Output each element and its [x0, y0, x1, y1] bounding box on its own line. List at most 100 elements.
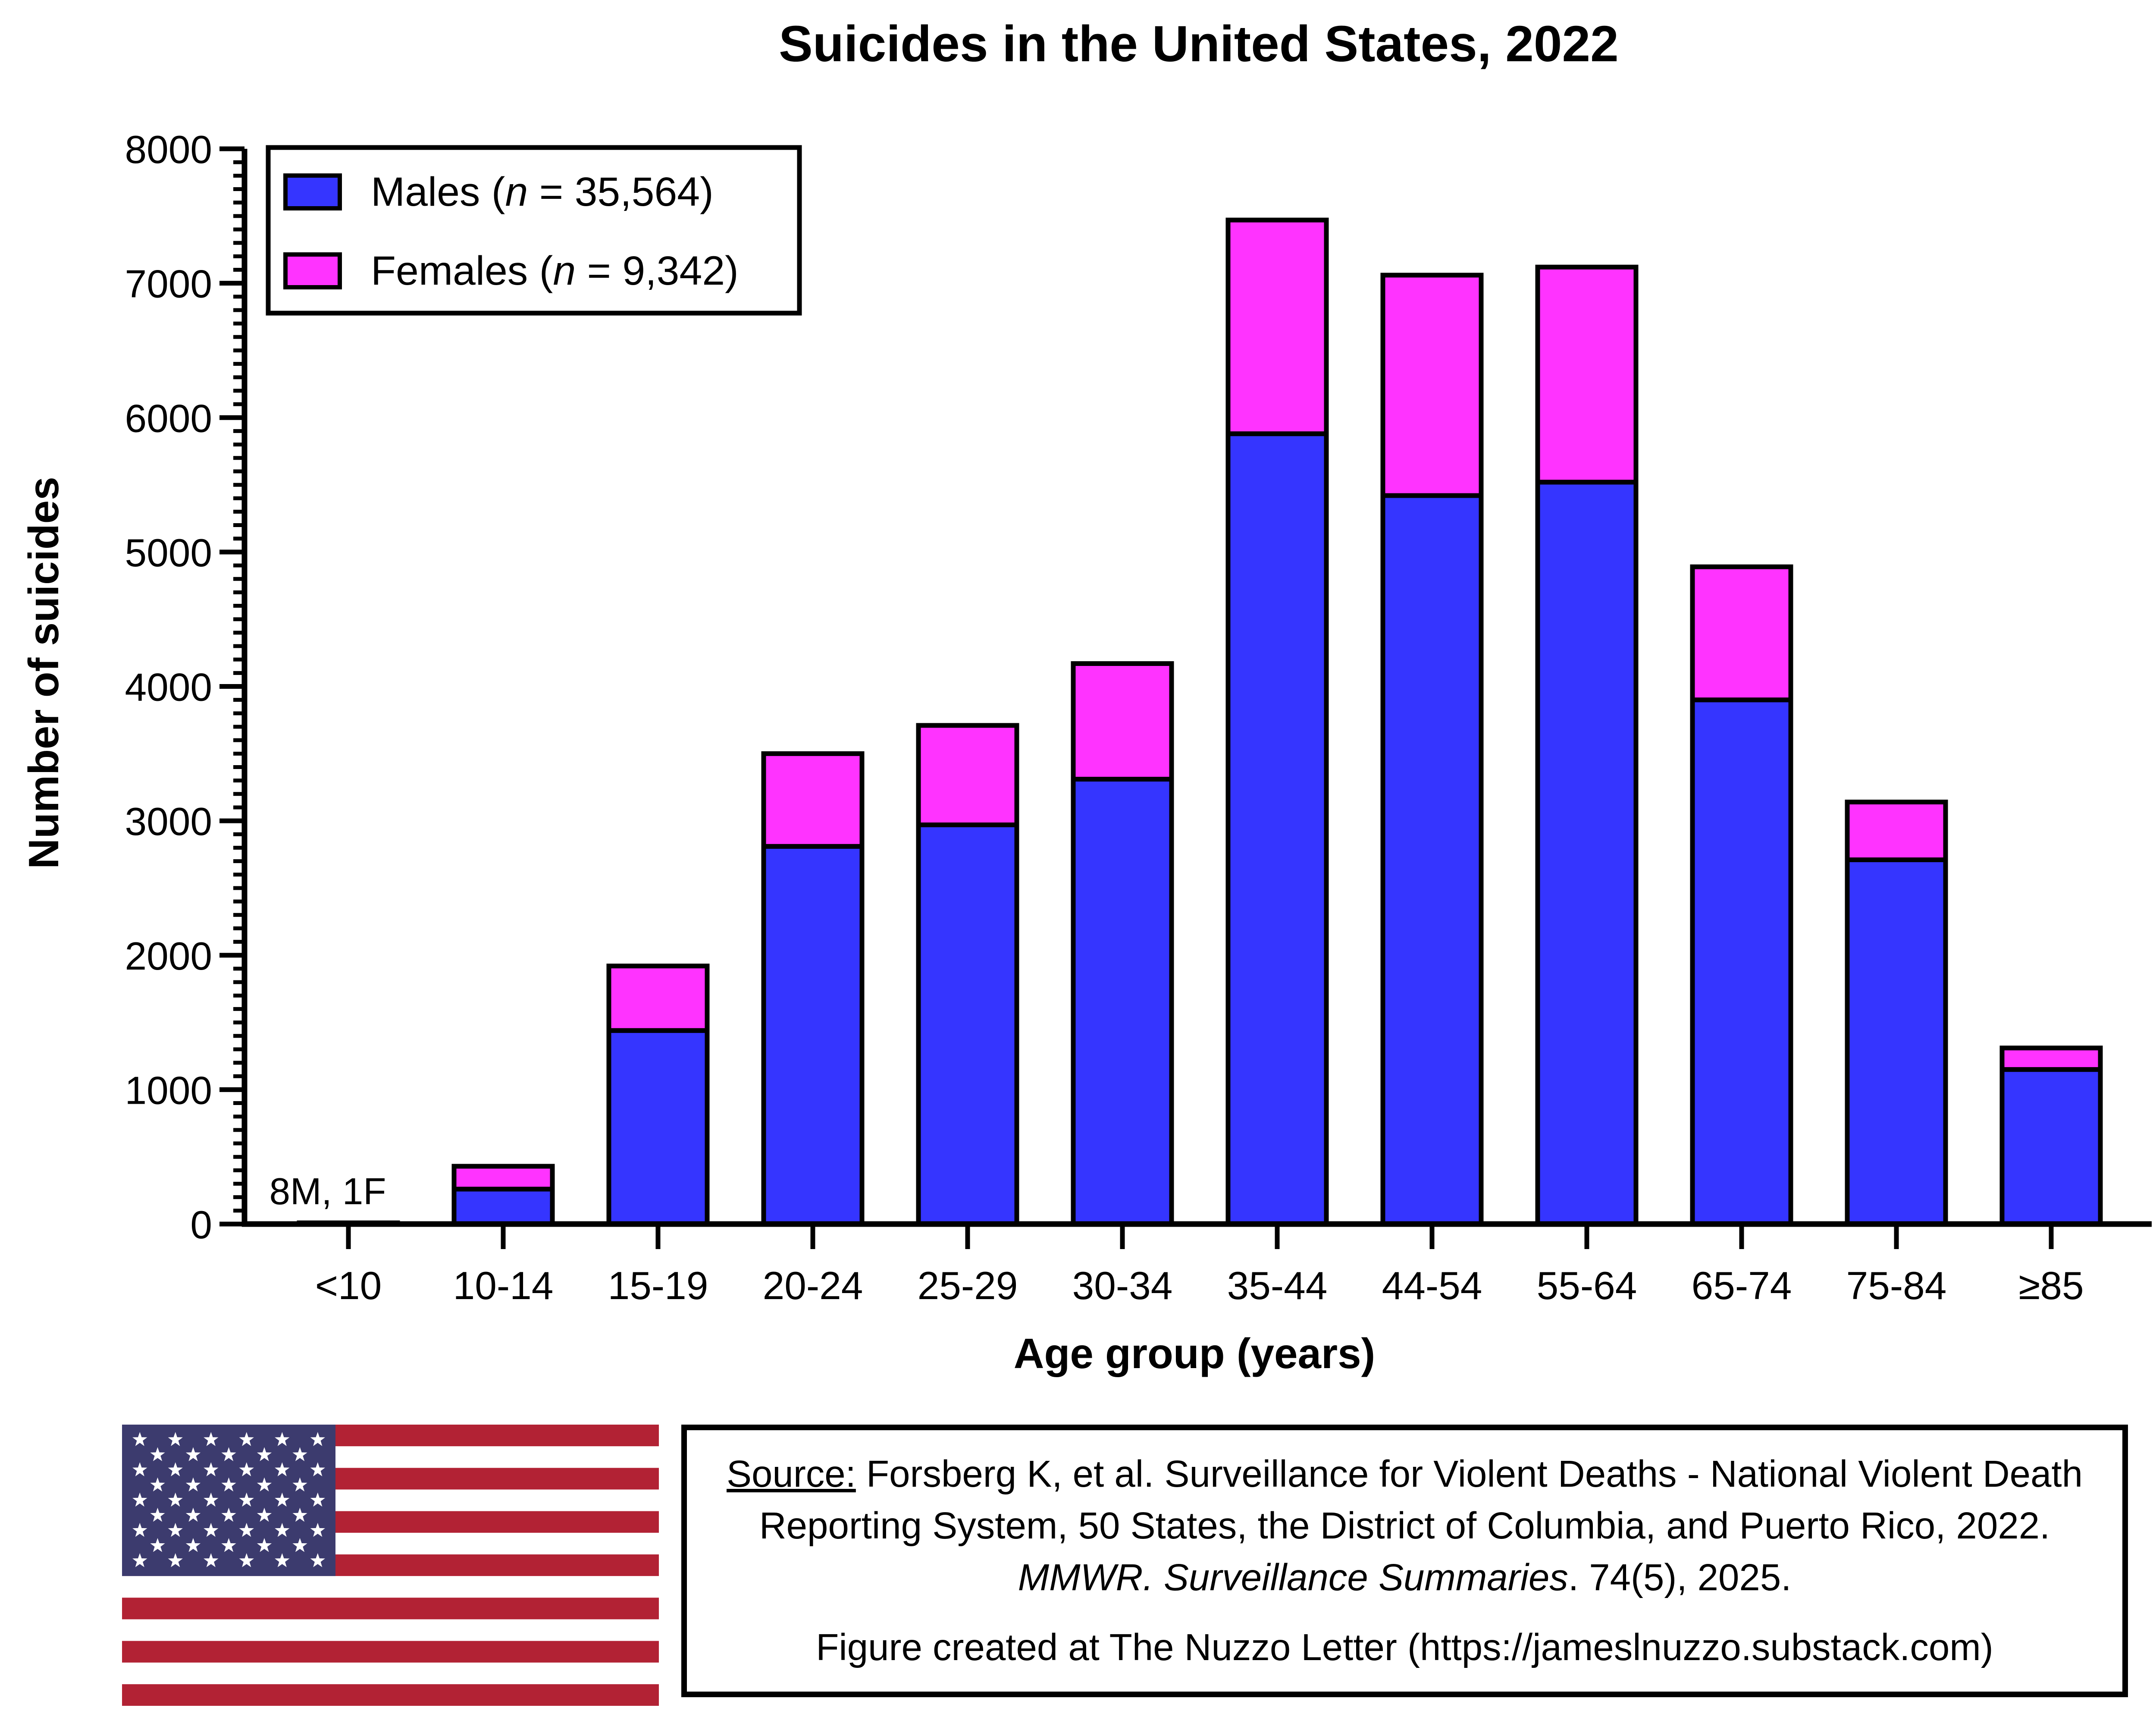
x-tick-label: 30-34	[1072, 1264, 1173, 1308]
flag-star-icon	[239, 1523, 254, 1537]
source-text-1: Forsberg K, et al. Surveillance for Viol…	[759, 1453, 2083, 1547]
x-tick-label: 65-74	[1692, 1264, 1792, 1308]
bar-males-10	[1845, 857, 1948, 1227]
flag-star-icon	[257, 1477, 272, 1491]
figure-credit: Figure created at The Nuzzo Letter (http…	[816, 1626, 1993, 1669]
bar-males-3	[761, 844, 865, 1227]
flag-star-icon	[292, 1447, 307, 1461]
bar-females-9	[1690, 564, 1793, 703]
flag-star-icon	[239, 1432, 254, 1446]
legend-label-females: Females (n = 9,342)	[371, 248, 739, 294]
flag-star-icon	[132, 1432, 147, 1446]
bar-females-8	[1535, 264, 1639, 485]
flag-star-icon	[168, 1523, 183, 1537]
flag-star-icon	[204, 1462, 219, 1476]
flag-star-icon	[221, 1477, 236, 1491]
flag-star-icon	[150, 1538, 165, 1552]
us-flag-image	[122, 1425, 659, 1706]
flag-star-icon	[132, 1462, 147, 1476]
flag-star-icon	[150, 1447, 165, 1461]
y-tick-label: 6000	[125, 397, 212, 440]
x-tick-label: 44-54	[1382, 1264, 1482, 1308]
flag-star-icon	[292, 1507, 307, 1522]
y-tick-label: 8000	[125, 128, 212, 172]
flag-star-icon	[257, 1507, 272, 1522]
source-journal: MMWR. Surveillance Summaries	[1018, 1557, 1568, 1598]
bar-females-11	[1999, 1045, 2103, 1072]
x-tick-label: 25-29	[918, 1264, 1018, 1308]
y-tick-label: 4000	[125, 666, 212, 710]
flag-star-icon	[310, 1462, 325, 1476]
flag-star-icon	[168, 1492, 183, 1507]
bar-annotation: 8M, 1F	[270, 1171, 386, 1212]
flag-star-icon	[132, 1523, 147, 1537]
legend-swatch-females	[283, 252, 342, 289]
bar-females-7	[1380, 273, 1484, 498]
flag-star-icon	[132, 1553, 147, 1567]
flag-star-icon	[310, 1523, 325, 1537]
flag-star-icon	[292, 1477, 307, 1491]
flag-star-icon	[275, 1492, 290, 1507]
flag-star-icon	[275, 1553, 290, 1567]
flag-star-icon	[257, 1447, 272, 1461]
flag-star-icon	[275, 1462, 290, 1476]
bar-males-8	[1535, 480, 1639, 1227]
flag-star-icon	[239, 1492, 254, 1507]
flag-star-icon	[275, 1523, 290, 1537]
x-tick-label: 15-19	[608, 1264, 708, 1308]
legend-box	[266, 145, 802, 316]
flag-star-icon	[275, 1432, 290, 1446]
y-tick-label: 1000	[125, 1069, 212, 1112]
x-tick-label: ≥85	[2018, 1264, 2084, 1308]
bar-males-4	[916, 822, 1019, 1227]
flag-star-icon	[185, 1477, 201, 1491]
y-tick-label: 2000	[125, 935, 212, 978]
flag-stripe	[122, 1641, 659, 1663]
y-tick-label: 3000	[125, 800, 212, 844]
flag-star-icon	[239, 1462, 254, 1476]
bar-males-5	[1071, 777, 1174, 1227]
legend-swatch-males	[283, 173, 342, 210]
flag-star-icon	[204, 1523, 219, 1537]
flag-star-icon	[292, 1538, 307, 1552]
source-citation: Source: Forsberg K, et al. Surveillance …	[687, 1448, 2122, 1604]
flag-star-icon	[185, 1538, 201, 1552]
flag-star-icon	[310, 1432, 325, 1446]
flag-stripe	[122, 1684, 659, 1706]
flag-star-icon	[185, 1447, 201, 1461]
flag-stripe	[122, 1619, 659, 1642]
y-tick-label: 7000	[125, 263, 212, 306]
flag-star-icon	[150, 1507, 165, 1522]
source-text-2: . 74(5), 2025.	[1568, 1557, 1792, 1598]
bar-females-4	[916, 723, 1019, 827]
flag-star-icon	[257, 1538, 272, 1552]
flag-stripe	[122, 1576, 659, 1598]
flag-star-icon	[310, 1492, 325, 1507]
y-tick-label: 5000	[125, 531, 212, 575]
flag-star-icon	[168, 1432, 183, 1446]
flag-stripe	[122, 1598, 659, 1620]
flag-star-icon	[150, 1477, 165, 1491]
x-tick-label: 20-24	[763, 1264, 863, 1308]
bar-males-11	[1999, 1067, 2103, 1227]
legend-label-males: Males (n = 35,564)	[371, 169, 714, 215]
flag-star-icon	[204, 1432, 219, 1446]
legend: Males (n = 35,564) Females (n = 9,342)	[266, 145, 802, 316]
flag-star-icon	[168, 1553, 183, 1567]
flag-star-icon	[185, 1507, 201, 1522]
flag-star-icon	[204, 1492, 219, 1507]
flag-star-icon	[204, 1553, 219, 1567]
flag-star-icon	[132, 1492, 147, 1507]
x-tick-label: 75-84	[1846, 1264, 1947, 1308]
x-axis-label: Age group (years)	[1014, 1330, 1376, 1377]
x-tick-label: 35-44	[1227, 1264, 1328, 1308]
flag-star-icon	[221, 1538, 236, 1552]
flag-star-icon	[310, 1553, 325, 1567]
bar-females-3	[761, 751, 865, 849]
y-axis-label: Number of suicides	[20, 477, 67, 869]
y-tick-label: 0	[190, 1203, 212, 1247]
flag-stripe	[122, 1662, 659, 1685]
bar-females-1	[451, 1164, 555, 1192]
bar-females-10	[1845, 799, 1948, 862]
x-tick-label: <10	[315, 1264, 382, 1308]
